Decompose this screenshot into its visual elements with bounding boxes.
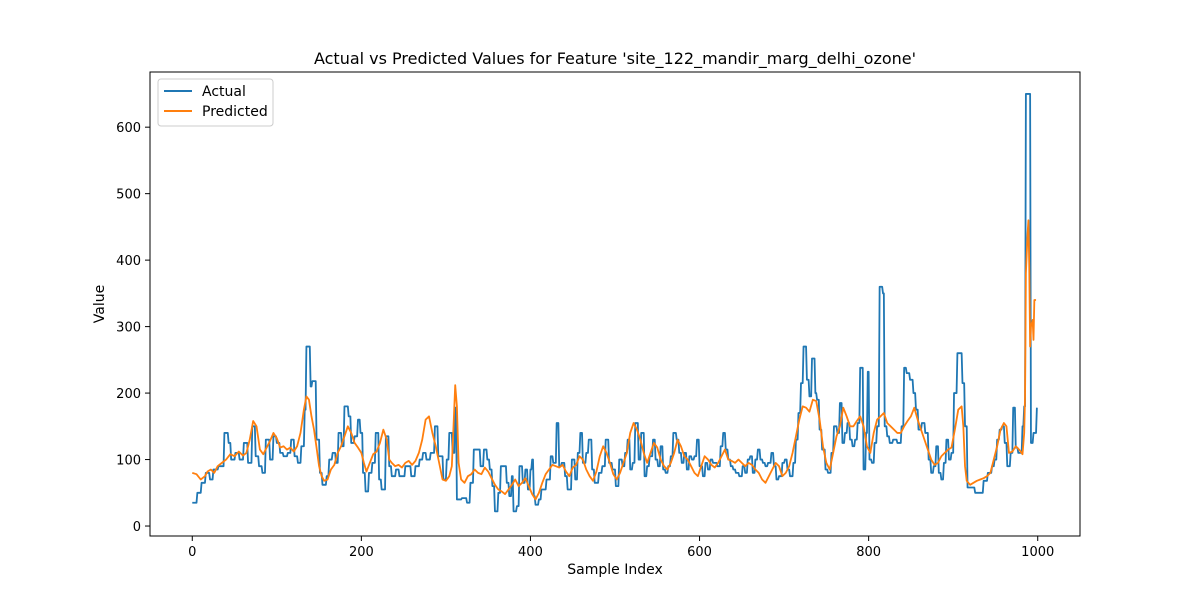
x-tick-label: 800 — [856, 545, 881, 560]
x-tick-label: 200 — [349, 545, 374, 560]
x-tick-label: 0 — [188, 545, 196, 560]
y-tick-label: 500 — [116, 188, 141, 203]
x-tick-label: 1000 — [1021, 545, 1054, 560]
y-axis: 0 100 200 300 400 500 600 — [116, 121, 150, 535]
y-tick-label: 100 — [116, 454, 141, 469]
y-tick-label: 200 — [116, 387, 141, 402]
y-tick-label: 400 — [116, 254, 141, 269]
legend: Actual Predicted — [157, 78, 274, 127]
plot-area — [149, 71, 1081, 537]
series-line-actual — [192, 93, 1038, 513]
x-tick-label: 400 — [518, 545, 543, 560]
x-axis: 0 200 400 600 800 1000 — [188, 536, 1054, 560]
legend-label-actual: Actual — [202, 84, 246, 100]
series-line-predicted — [192, 219, 1037, 501]
y-axis-label: Value — [92, 285, 108, 323]
chart-title: Actual vs Predicted Values for Feature '… — [314, 49, 916, 69]
x-axis-label: Sample Index — [567, 562, 662, 578]
legend-label-predicted: Predicted — [202, 104, 268, 120]
series-layer — [192, 93, 1038, 513]
y-tick-label: 600 — [116, 121, 141, 136]
y-tick-label: 300 — [116, 321, 141, 336]
plot-frame — [149, 71, 1081, 537]
x-tick-label: 600 — [687, 545, 712, 560]
y-tick-label: 0 — [133, 520, 141, 535]
